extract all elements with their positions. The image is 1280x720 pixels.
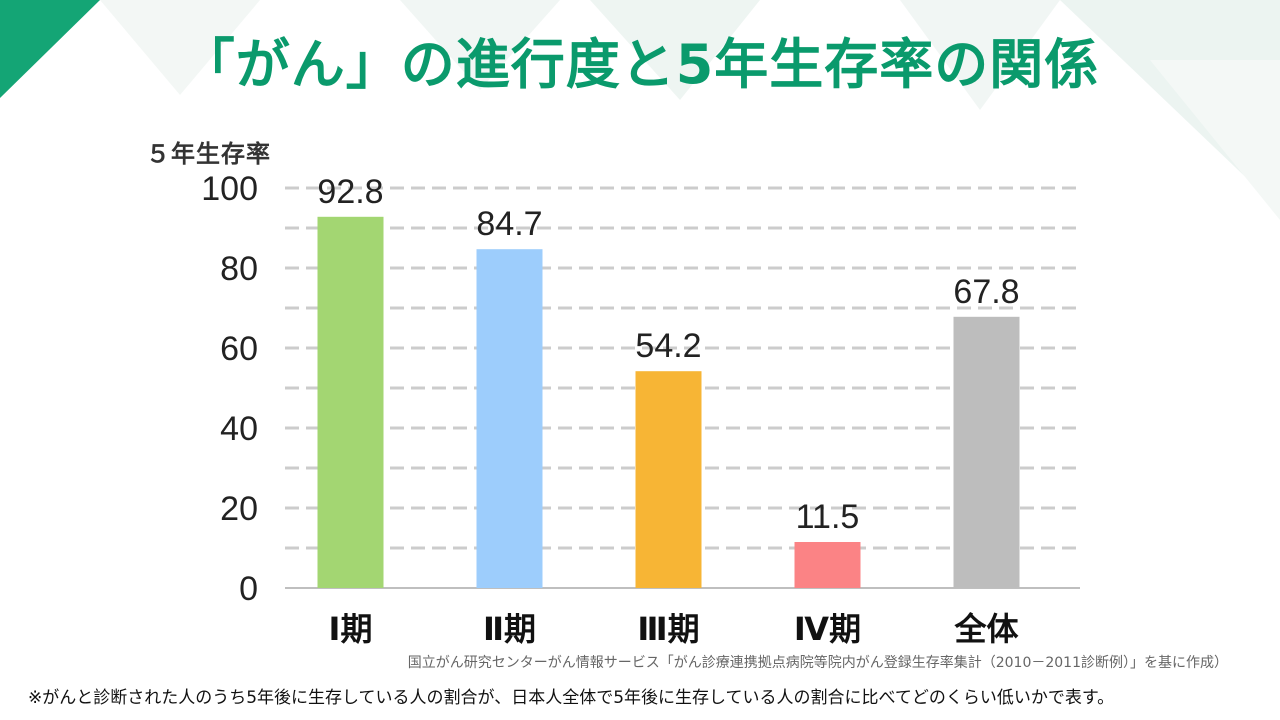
data-label: 11.5 [796, 498, 860, 536]
bar [635, 371, 702, 588]
background-shape [1150, 60, 1280, 220]
x-tick-label: Ⅳ期 [794, 610, 861, 648]
x-tick-label: Ⅲ期 [637, 610, 699, 648]
bar [476, 249, 543, 588]
data-label: 84.7 [476, 205, 542, 243]
background-shape [400, 0, 560, 90]
background-shape [590, 0, 760, 100]
y-tick-label: 40 [220, 410, 258, 448]
data-label: 67.8 [953, 273, 1019, 311]
x-tick-label: 全体 [953, 610, 1018, 648]
source-citation: 国立がん研究センターがん情報サービス「がん診療連携拠点病院等院内がん登録生存率集… [407, 655, 1228, 671]
bar [953, 316, 1020, 588]
bar [317, 216, 384, 589]
x-tick-label: Ⅱ期 [483, 610, 536, 648]
y-axis-label: ５年生存率 [146, 140, 271, 168]
y-tick-label: 0 [239, 570, 258, 608]
y-tick-label: 80 [220, 250, 258, 288]
page-title: 「がん」の進行度と5年生存率の関係 [180, 33, 1100, 96]
data-label: 92.8 [317, 173, 383, 211]
y-tick-label: 100 [201, 170, 258, 208]
x-tick-label: Ⅰ期 [329, 610, 373, 648]
background-shape [1060, 0, 1280, 210]
footnote: ※がんと診断された人のうち5年後に生存している人の割合が、日本人全体で5年後に生… [28, 688, 1115, 708]
y-tick-label: 60 [220, 330, 258, 368]
background-shape [100, 0, 260, 95]
data-label: 54.2 [635, 327, 701, 365]
background-shape [900, 0, 1060, 110]
y-tick-label: 20 [220, 490, 258, 528]
bar [794, 542, 861, 588]
corner-accent-triangle [0, 0, 100, 98]
